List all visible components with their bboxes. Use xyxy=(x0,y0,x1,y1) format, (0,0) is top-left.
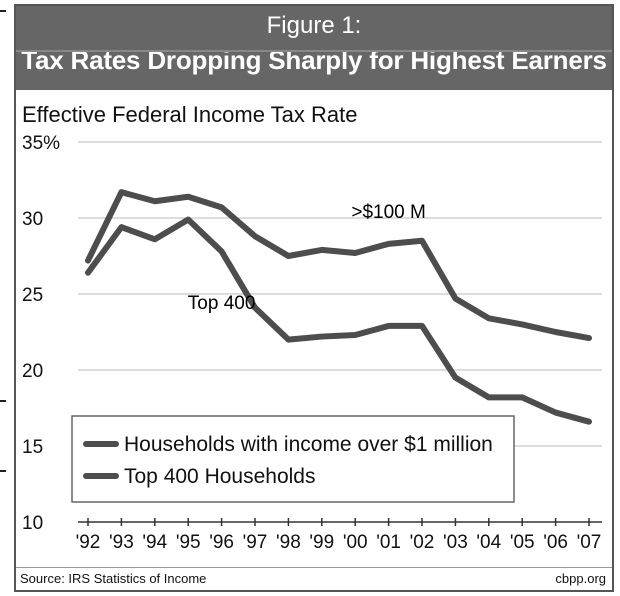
left-edge-mark xyxy=(0,470,6,472)
x-tick-label: '01 xyxy=(376,532,401,553)
credit-note: cbpp.org xyxy=(555,571,606,586)
figure-label: Figure 1: xyxy=(266,12,362,39)
series-line xyxy=(85,216,592,425)
y-tick-label: 15 xyxy=(22,437,43,458)
y-tick-label: 35% xyxy=(22,133,60,154)
series-line xyxy=(85,189,592,342)
x-tick-label: '05 xyxy=(510,532,535,553)
x-tick-label: '04 xyxy=(476,532,501,553)
x-tick-label: '99 xyxy=(309,532,334,553)
x-axis: '92 '93 '94 '95 '96 '97 '98 '99 '00 '01 '02 '03 '04 '… xyxy=(76,518,602,553)
series-lines xyxy=(85,189,592,425)
y-tick-label: 25 xyxy=(22,285,43,306)
y-tick-label: 30 xyxy=(22,209,43,230)
x-tick-label: '92 xyxy=(76,532,101,553)
y-tick-label: 10 xyxy=(22,513,43,534)
legend-box xyxy=(71,415,515,503)
header-divider xyxy=(16,50,612,52)
line-chart: Effective Federal Income Tax Rate 10 15 20… xyxy=(22,102,602,553)
figure-footer: Source: IRS Statistics of Income cbpp.or… xyxy=(16,567,612,590)
x-tick-label: '97 xyxy=(243,532,268,553)
left-edge-mark xyxy=(0,400,6,402)
figure-panel: Figure 1: Tax Rates Dropping Sharply for… xyxy=(14,4,614,592)
figure-header: Figure 1: Tax Rates Dropping Sharply for… xyxy=(16,6,612,90)
y-tick-labels: 10 15 20 25 30 35% xyxy=(22,133,60,534)
x-tick-label: '94 xyxy=(142,532,167,553)
annotation-label: >$100 M xyxy=(351,202,425,223)
x-tick-label: '03 xyxy=(443,532,468,553)
legend-entry: Households with income over $1 million xyxy=(124,433,493,456)
left-edge-mark xyxy=(0,10,6,12)
y-tick-label: 20 xyxy=(22,361,43,382)
x-tick-label: '98 xyxy=(276,532,301,553)
x-tick-label: '93 xyxy=(109,532,134,553)
x-tick-label: '02 xyxy=(410,532,435,553)
x-tick-label: '07 xyxy=(577,532,602,553)
source-note: Source: IRS Statistics of Income xyxy=(20,571,207,586)
annotations: >$100 M Top 400 xyxy=(188,202,426,314)
annotation-label: Top 400 xyxy=(188,293,256,314)
y-axis-title: Effective Federal Income Tax Rate xyxy=(22,102,357,127)
x-tick-label: '95 xyxy=(176,532,201,553)
x-tick-label: '96 xyxy=(209,532,234,553)
legend: Households with income over $1 million To… xyxy=(71,415,515,503)
x-tick-label: '06 xyxy=(543,532,568,553)
x-tick-label: '00 xyxy=(343,532,368,553)
legend-entry: Top 400 Households xyxy=(124,465,315,488)
